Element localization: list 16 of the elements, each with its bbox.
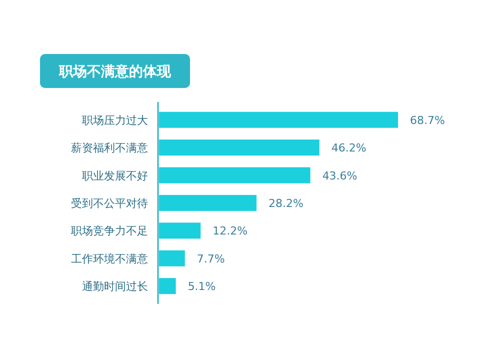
data-label: 5.1% [188,280,216,294]
y-tick-label: 职业发展不好 [82,169,148,182]
data-label: 43.6% [322,169,358,182]
y-tick-label: 受到不公平对待 [71,196,148,210]
data-label: 46.2% [331,142,366,155]
y-tick-label: 工作环境不满意 [71,252,148,266]
y-tick-label: 薪资福利不满意 [71,142,148,155]
y-tick-label: 职场压力过大 [82,114,148,127]
y-tick-label: 职场竞争力不足 [71,224,148,238]
title: 职场不满意的体现 [40,54,190,88]
data-label: 12.2% [212,224,248,238]
data-label: 68.7% [410,114,445,127]
y-tick-label: 通勤时间过长 [82,280,148,294]
chart-title: 职场不满意的体现 [58,63,172,80]
data-label: 7.7% [196,252,225,266]
data-label: 28.2% [268,196,304,210]
